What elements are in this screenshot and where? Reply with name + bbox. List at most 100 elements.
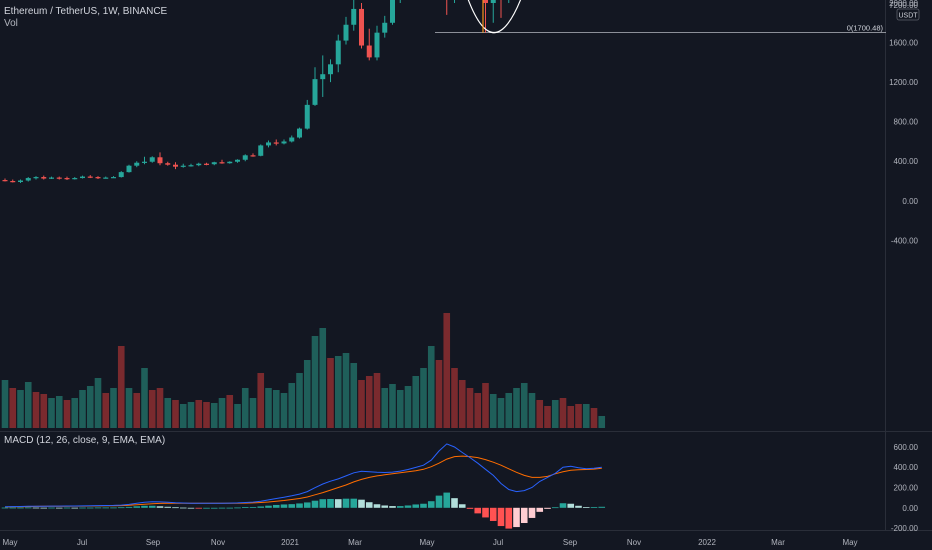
volume-bar bbox=[567, 406, 575, 428]
volume-bar bbox=[86, 386, 94, 428]
candle bbox=[382, 22, 388, 33]
price-axis-tick: -400.00 bbox=[891, 236, 919, 245]
time-axis-tick: Jul bbox=[77, 538, 87, 547]
macd-axis-tick: 600.00 bbox=[894, 443, 919, 452]
macd-histogram-bar bbox=[528, 507, 536, 518]
macd-histogram-bar bbox=[412, 504, 420, 508]
candle bbox=[204, 163, 209, 165]
currency-badge[interactable] bbox=[896, 8, 920, 21]
macd-axis-tick: 0.00 bbox=[902, 504, 918, 513]
macd-histogram-bar bbox=[172, 507, 179, 509]
volume-bar bbox=[265, 388, 272, 428]
macd-histogram-bar bbox=[474, 507, 482, 514]
volume-bar bbox=[234, 404, 241, 428]
macd-axis-tick: 200.00 bbox=[894, 484, 919, 493]
time-axis-border bbox=[0, 530, 932, 531]
macd-histogram-bar bbox=[319, 499, 327, 508]
price-axis-tick: 0.00 bbox=[902, 197, 918, 206]
candle bbox=[483, 0, 488, 3]
candle bbox=[111, 177, 116, 179]
volume-bar bbox=[342, 353, 350, 428]
volume-bar bbox=[458, 380, 466, 428]
volume-bar bbox=[280, 393, 288, 428]
macd-histogram-bar bbox=[373, 504, 381, 508]
macd-histogram-bar bbox=[117, 507, 125, 509]
macd-histogram-bar bbox=[55, 507, 63, 509]
volume-bar bbox=[148, 390, 156, 428]
volume-bar bbox=[55, 396, 63, 428]
macd-histogram-bar bbox=[342, 498, 350, 508]
volume-bar bbox=[513, 388, 520, 428]
macd-histogram-bar bbox=[288, 504, 296, 508]
macd-histogram-bar bbox=[125, 506, 133, 508]
volume-bar bbox=[451, 368, 458, 428]
volume-bar bbox=[156, 388, 164, 428]
macd-histogram-bar bbox=[110, 507, 117, 509]
volume-bar bbox=[40, 394, 48, 428]
candle bbox=[72, 178, 78, 180]
volume-bar bbox=[203, 402, 210, 428]
volume-bar bbox=[257, 373, 265, 428]
macd-histogram-bar bbox=[79, 507, 86, 509]
volume-bar bbox=[505, 393, 513, 428]
volume-bar bbox=[303, 360, 311, 428]
macd-histogram-bar bbox=[334, 499, 342, 508]
candle bbox=[188, 165, 194, 167]
macd-histogram-bar bbox=[590, 506, 598, 508]
price-axis-tick: 2000.00 bbox=[889, 0, 918, 8]
macd-histogram-bar bbox=[133, 506, 141, 508]
candle bbox=[328, 64, 333, 75]
macd-histogram-bar bbox=[203, 507, 210, 509]
candle bbox=[118, 172, 124, 178]
time-axis-tick: Mar bbox=[771, 538, 785, 547]
volume-bar bbox=[497, 398, 505, 428]
macd-histogram-bar bbox=[32, 507, 40, 509]
macd-histogram-bar bbox=[40, 507, 48, 509]
candle bbox=[312, 79, 318, 105]
macd-histogram-bar bbox=[234, 507, 241, 509]
volume-bar bbox=[172, 400, 179, 428]
candle bbox=[56, 177, 62, 179]
volume-bar bbox=[24, 382, 32, 428]
time-axis-tick: 2022 bbox=[698, 538, 716, 547]
volume-bar bbox=[582, 404, 590, 428]
candle bbox=[126, 165, 132, 173]
price-axis-tick: 7200.00 bbox=[889, 1, 918, 10]
volume-bar bbox=[590, 408, 598, 428]
candle bbox=[304, 104, 310, 129]
time-axis-tick: Mar bbox=[348, 538, 362, 547]
macd-histogram-bar bbox=[520, 507, 528, 524]
candle bbox=[103, 177, 109, 179]
volume-bar bbox=[365, 376, 373, 428]
volume-bar bbox=[358, 380, 365, 428]
macd-histogram-bar bbox=[187, 507, 195, 509]
price-axis-border bbox=[885, 0, 886, 530]
macd-histogram-bar bbox=[280, 504, 288, 508]
volume-bar bbox=[544, 406, 551, 428]
volume-bar bbox=[179, 404, 187, 428]
volume-bar bbox=[125, 388, 133, 428]
candle bbox=[289, 137, 295, 142]
macd-histogram-bar bbox=[249, 506, 257, 508]
macd-histogram-bar bbox=[443, 492, 451, 508]
candle bbox=[142, 161, 147, 163]
volume-bar bbox=[164, 398, 172, 428]
volume-bar bbox=[272, 390, 280, 428]
candle bbox=[273, 142, 279, 144]
volume-bar bbox=[94, 378, 102, 428]
candle bbox=[157, 157, 163, 164]
price-axis-tick: 1200.00 bbox=[889, 78, 918, 87]
candle bbox=[258, 145, 264, 156]
macd-histogram-bar bbox=[396, 506, 404, 508]
macd-histogram-bar bbox=[505, 507, 513, 529]
volume-bar bbox=[389, 384, 396, 428]
macd-histogram-bar bbox=[497, 507, 505, 527]
volume-bar bbox=[48, 398, 55, 428]
candle bbox=[49, 177, 54, 179]
fib-label: 0(1700.48) bbox=[847, 24, 884, 33]
macd-histogram-bar bbox=[489, 507, 497, 521]
candle bbox=[250, 155, 256, 157]
volume-bar bbox=[141, 368, 148, 428]
macd-title: MACD (12, 26, close, 9, EMA, EMA) bbox=[4, 435, 166, 446]
